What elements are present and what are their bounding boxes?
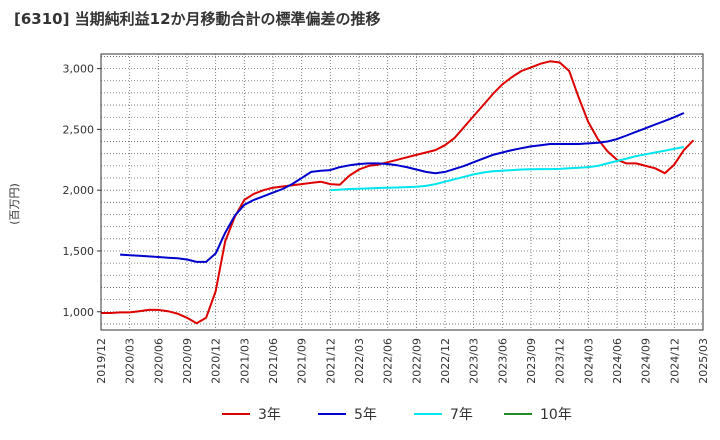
x-tick-label: 2025/03: [697, 338, 710, 384]
x-tick-label: 2023/03: [468, 338, 481, 384]
y-axis-label: (百万円): [8, 183, 21, 225]
y-tick-label: 2,000: [63, 184, 95, 197]
legend-label-3年: 3年: [258, 407, 281, 423]
x-tick-label: 2021/12: [324, 338, 337, 384]
y-tick-label: 3,000: [63, 63, 95, 76]
x-tick-label: 2021/09: [296, 338, 309, 384]
x-tick-label: 2021/06: [267, 338, 280, 384]
x-tick-label: 2020/06: [152, 338, 165, 384]
x-tick-label: 2024/09: [640, 338, 653, 384]
y-tick-label: 1,000: [63, 306, 95, 319]
x-tick-label: 2024/03: [582, 338, 595, 384]
x-tick-label: 2021/03: [238, 338, 251, 384]
x-tick-label: 2024/06: [611, 338, 624, 384]
legend-label-5年: 5年: [354, 407, 377, 423]
x-tick-label: 2023/12: [554, 338, 567, 384]
x-tick-label: 2022/06: [382, 338, 395, 384]
series-layer: [101, 60, 695, 325]
series-line-3年: [101, 60, 695, 325]
x-tick-label: 2019/12: [95, 338, 108, 384]
x-tick-label: 2022/09: [410, 338, 423, 384]
series-line-7年: [330, 146, 685, 192]
x-axis-ticks: 2019/12 2020/03 2020/06 2020/09 2020/12 2021/…: [95, 338, 710, 384]
x-tick-label: 2022/03: [353, 338, 366, 384]
y-tick-label: 1,500: [63, 245, 95, 258]
x-tick-label: 2022/12: [439, 338, 452, 384]
grid-lines: [100, 54, 704, 330]
legend-label-10年: 10年: [540, 407, 572, 423]
x-tick-label: 2020/03: [124, 338, 137, 384]
series-line-5年: [120, 112, 685, 263]
plot-frame: [100, 53, 704, 331]
legend: 3年 5年 7年 10年: [222, 407, 572, 423]
x-tick-label: 2020/12: [210, 338, 223, 384]
x-tick-label: 2023/06: [496, 338, 509, 384]
x-tick-label: 2020/09: [181, 338, 194, 384]
chart-title: [6310] 当期純利益12か月移動合計の標準偏差の推移: [14, 10, 381, 28]
x-tick-label: 2024/12: [668, 338, 681, 384]
y-axis-ticks: 1,000 1,500 2,000 2,500 3,000: [63, 63, 101, 319]
y-tick-label: 2,500: [63, 123, 95, 136]
x-tick-label: 2023/09: [525, 338, 538, 384]
axes: [100, 53, 704, 331]
legend-label-7年: 7年: [450, 407, 473, 423]
